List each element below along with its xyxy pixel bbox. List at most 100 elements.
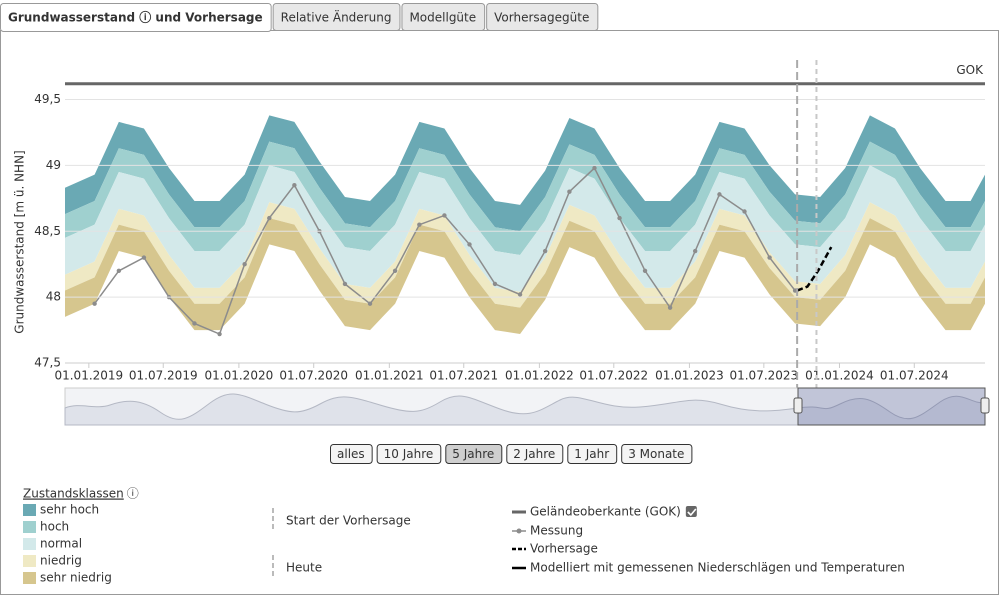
range-button[interactable]: 2 Jahre (506, 444, 564, 464)
range-button-bg (445, 444, 503, 464)
class-band (65, 165, 985, 292)
class-band (65, 141, 985, 255)
range-button[interactable]: 5 Jahre (445, 444, 503, 464)
series-point (492, 281, 498, 287)
series-point (717, 192, 722, 197)
series-line (796, 246, 833, 292)
legend-label: Messung (530, 524, 583, 538)
legend-label: Vorhersage (530, 542, 598, 556)
navigator-series (64, 393, 986, 426)
x-tick-label: 01.07.2020 (279, 369, 348, 383)
legend-series-dot (516, 528, 522, 534)
range-button-bg (376, 444, 442, 464)
series-point (267, 215, 272, 221)
x-tick-label: 01.01.2024 (805, 369, 874, 383)
x-tick-label: 01.07.2021 (429, 369, 498, 383)
legend-label: sehr niedrig (40, 571, 112, 585)
range-button-bg (567, 444, 618, 464)
gok-label: GOK (956, 63, 984, 77)
series-point (567, 189, 572, 194)
range-button-label: 3 Monate (628, 447, 684, 461)
x-tick-label: 01.07.2024 (880, 369, 949, 383)
series-point (667, 305, 673, 310)
navigator-handle[interactable] (793, 397, 803, 414)
series-point (367, 301, 373, 306)
series-point (617, 215, 622, 221)
x-tick-label: 01.01.2022 (505, 369, 574, 383)
legend-label: Modelliert mit gemessenen Niederschlägen… (530, 561, 905, 575)
legend-swatch (23, 555, 36, 567)
series-point (642, 268, 648, 273)
series-point (141, 255, 147, 260)
y-tick-label: 49,5 (34, 92, 61, 106)
range-button-bg (621, 444, 693, 464)
tab[interactable]: Modellgüte (401, 3, 486, 31)
range-button[interactable]: 1 Jahr (567, 444, 618, 464)
series-point (542, 248, 548, 254)
tab-label: Relative Änderung (281, 10, 392, 25)
legend-label: Start der Vorhersage (286, 514, 411, 528)
range-button-label: alles (337, 447, 365, 461)
legend-label: niedrig (40, 554, 82, 568)
series-point (467, 242, 472, 247)
y-tick-label: 49 (46, 158, 61, 172)
range-button[interactable]: alles (330, 444, 373, 464)
legend-title: Zustandsklassen (23, 487, 124, 501)
navigator[interactable] (64, 387, 990, 426)
tab[interactable]: Relative Änderung (272, 3, 401, 31)
tab[interactable]: Grundwasserstand ⓘ und Vorhersage (0, 3, 272, 32)
series-point (517, 292, 523, 297)
class-band (65, 115, 985, 232)
range-button-label: 10 Jahre (384, 447, 434, 461)
y-tick-label: 48,5 (34, 224, 61, 238)
range-button-label: 1 Jahr (574, 447, 609, 461)
range-button[interactable]: 10 Jahre (376, 444, 442, 464)
legend-swatch (23, 572, 36, 584)
navigator-handle[interactable] (980, 397, 990, 414)
x-tick-label: 01.01.2023 (655, 369, 724, 383)
x-tick-label: 01.01.2021 (355, 369, 424, 383)
x-tick-label: 01.07.2023 (729, 369, 798, 383)
legend-label: Heute (286, 561, 322, 575)
series-point (442, 213, 447, 218)
series-point (592, 165, 597, 171)
y-tick-label: 48 (46, 290, 61, 304)
legend-label: normal (40, 537, 82, 551)
series-point (192, 321, 197, 326)
checkmark (687, 508, 697, 517)
series-point (342, 281, 348, 287)
y-axis-label: Grundwasserstand [m ü. NHN] (13, 150, 27, 333)
series-point (116, 268, 122, 273)
legend-swatch (23, 504, 36, 516)
tab[interactable]: Vorhersagegüte (486, 3, 599, 31)
range-button-label: 5 Jahre (452, 447, 494, 461)
x-tick-label: 01.01.2020 (205, 369, 274, 383)
tab-label: Grundwasserstand ⓘ und Vorhersage (8, 10, 263, 25)
tab-bg (486, 3, 599, 31)
range-button[interactable]: 3 Monate (621, 444, 693, 464)
class-band (65, 218, 985, 335)
tab-label: Modellgüte (409, 11, 476, 25)
range-button-label: 2 Jahre (513, 447, 555, 461)
legend-label: hoch (40, 520, 69, 534)
tab-bg (401, 3, 486, 31)
info-icon: ⓘ (127, 487, 139, 501)
x-tick-label: 01.07.2022 (579, 369, 648, 383)
range-button-bg (330, 444, 373, 464)
legend-label: Geländeoberkante (GOK) (530, 505, 681, 519)
x-tick-label: 01.07.2019 (129, 369, 198, 383)
tab-label: Vorhersagegüte (494, 11, 589, 25)
legend-swatch (23, 538, 36, 550)
series-point (92, 301, 97, 306)
navigator-selection[interactable] (797, 387, 986, 426)
series-point (292, 182, 297, 188)
y-tick-label: 47,5 (34, 356, 61, 370)
series-point (742, 209, 747, 214)
tab-bg (0, 3, 272, 32)
series-point (217, 331, 222, 337)
series-point (417, 222, 422, 227)
checkbox[interactable] (685, 506, 697, 517)
series-point (767, 255, 772, 260)
legend-swatch (23, 521, 36, 533)
